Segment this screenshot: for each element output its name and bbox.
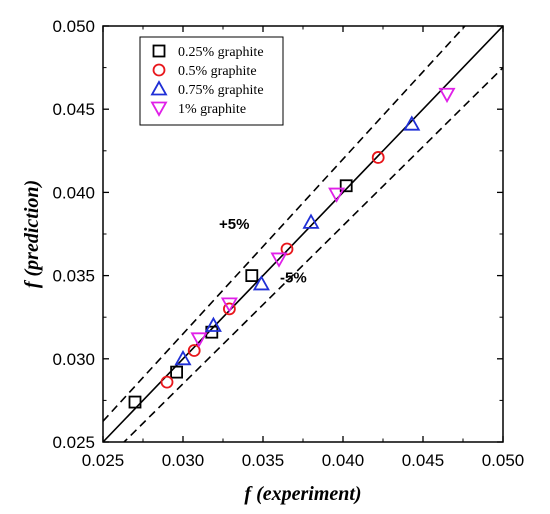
deviation-line-2 bbox=[122, 67, 503, 442]
x-tick-label: 0.045 bbox=[402, 451, 445, 470]
data-point-s0-0 bbox=[128, 395, 142, 409]
axis-ticks: 0.025 0.030 0.035 0.040 0.045 0.050 0.025 0.030… bbox=[52, 17, 524, 470]
legend-marker-1 bbox=[152, 63, 166, 77]
legend-label-0: 0.25% graphite bbox=[178, 45, 264, 60]
y-tick-label: 0.025 bbox=[52, 433, 95, 452]
data-point-s1-2 bbox=[222, 302, 236, 316]
legend-label-1: 0.5% graphite bbox=[178, 64, 257, 79]
y-tick-label: 0.045 bbox=[52, 100, 95, 119]
y-tick-label: 0.035 bbox=[52, 267, 95, 286]
annotation-label-1: -5% bbox=[280, 269, 307, 286]
reference-lines bbox=[103, 26, 503, 442]
data-point-s0-4 bbox=[339, 179, 353, 193]
y-tick-label: 0.030 bbox=[52, 350, 95, 369]
x-tick-label: 0.025 bbox=[82, 451, 125, 470]
x-tick-label: 0.035 bbox=[242, 451, 285, 470]
annotations: +5% -5% bbox=[219, 216, 307, 286]
legend-marker-3 bbox=[150, 101, 168, 117]
data-point-s1-4 bbox=[371, 151, 385, 164]
data-point-s3-3 bbox=[328, 187, 346, 203]
y-tick-label: 0.040 bbox=[52, 183, 95, 202]
data-point-s2-4 bbox=[403, 115, 421, 131]
data-point-s3-1 bbox=[220, 297, 238, 313]
x-tick-label: 0.040 bbox=[322, 451, 365, 470]
parity-line bbox=[103, 26, 503, 442]
x-tick-label: 0.050 bbox=[482, 451, 525, 470]
annotation-label-0: +5% bbox=[219, 216, 249, 233]
data-point-s0-3 bbox=[245, 269, 259, 283]
data-point-s3-2 bbox=[270, 252, 288, 268]
data-point-s1-1 bbox=[187, 344, 201, 357]
data-point-s2-0 bbox=[174, 349, 192, 366]
legend-marker-2 bbox=[150, 80, 168, 96]
deviation-line-1 bbox=[103, 26, 466, 422]
data-point-s0-1 bbox=[170, 365, 184, 379]
x-axis-title: f (experiment) bbox=[244, 483, 361, 505]
data-point-s2-2 bbox=[252, 275, 270, 291]
data-point-s2-3 bbox=[302, 213, 320, 229]
legend-label-2: 0.75% graphite bbox=[178, 83, 264, 98]
data-point-s1-3 bbox=[280, 242, 294, 256]
data-markers bbox=[128, 87, 456, 409]
legend-marker-0 bbox=[152, 44, 166, 58]
data-point-s1-0 bbox=[160, 375, 174, 389]
legend: 0.25% graphite 0.5% graphite 0.75% graphit… bbox=[139, 36, 284, 126]
data-point-s2-1 bbox=[204, 316, 222, 332]
y-axis-title: f (prediction) bbox=[21, 180, 43, 288]
data-point-s3-4 bbox=[438, 87, 456, 104]
x-tick-label: 0.030 bbox=[162, 451, 205, 470]
data-point-s3-0 bbox=[190, 332, 208, 348]
legend-label-3: 1% graphite bbox=[178, 102, 246, 117]
data-point-s0-2 bbox=[205, 325, 219, 339]
y-tick-label: 0.050 bbox=[52, 17, 95, 36]
